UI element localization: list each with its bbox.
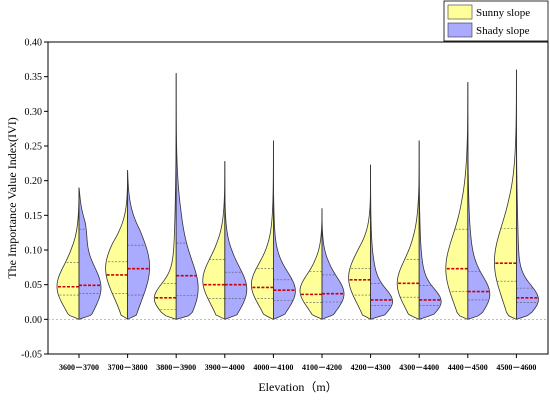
x-tick-label: 3900－4000 bbox=[205, 363, 245, 372]
violin-shady-4 bbox=[273, 140, 296, 320]
y-tick-label: 0.15 bbox=[25, 211, 43, 222]
violin-sunny-3 bbox=[202, 161, 226, 320]
violin-sunny-7 bbox=[396, 140, 420, 320]
legend-swatch-shady bbox=[447, 22, 473, 38]
violin-sunny-1 bbox=[105, 170, 128, 320]
violin-body bbox=[127, 170, 150, 320]
x-tick-label: 4200－4300 bbox=[351, 363, 391, 372]
y-axis: -0.05 0.00 0.05 0.10 0.15 0.20 0.25 0.30 0.35 0.4… bbox=[21, 38, 48, 361]
violin-body bbox=[321, 208, 345, 320]
y-tick-label: 0.10 bbox=[25, 246, 43, 257]
violin-sunny-2 bbox=[153, 73, 177, 320]
violin-body bbox=[273, 140, 296, 320]
violin-sunny-8 bbox=[445, 82, 469, 320]
violin-shady-2 bbox=[175, 73, 199, 320]
y-tick-label: 0.00 bbox=[25, 315, 43, 326]
x-tick-label: 4300－4400 bbox=[399, 363, 439, 372]
violin-body bbox=[153, 73, 177, 320]
violin-sunny-0 bbox=[56, 187, 80, 320]
legend-swatch-sunny bbox=[447, 4, 473, 20]
x-tick-label: 4000－4100 bbox=[253, 363, 293, 372]
violins bbox=[56, 69, 539, 320]
violin-shady-6 bbox=[370, 164, 394, 320]
violin-body bbox=[493, 69, 517, 320]
y-tick-label: 0.05 bbox=[25, 280, 43, 291]
x-axis-title: Elevation（m） bbox=[258, 380, 337, 394]
violin-body bbox=[56, 187, 80, 320]
violin-shady-8 bbox=[467, 82, 491, 320]
violin-shady-0 bbox=[78, 187, 102, 320]
legend-label-shady: Shady slope bbox=[476, 25, 530, 37]
violin-body bbox=[105, 170, 128, 320]
x-tick-label: 4400－4500 bbox=[448, 363, 488, 372]
x-axis: 3600－3700 3700－3800 3800－3900 3900－4000 4000… bbox=[59, 354, 536, 372]
violin-shady-3 bbox=[224, 161, 248, 320]
violin-sunny-9 bbox=[493, 69, 517, 320]
violin-body bbox=[467, 82, 491, 320]
y-tick-label: 0.40 bbox=[25, 38, 43, 49]
x-tick-label: 3700－3800 bbox=[108, 363, 148, 372]
legend-label-sunny: Sunny slope bbox=[476, 7, 530, 19]
violin-sunny-4 bbox=[250, 140, 274, 320]
y-tick-label: 0.25 bbox=[25, 142, 43, 153]
violin-body bbox=[445, 82, 469, 320]
violin-body bbox=[396, 140, 420, 320]
x-tick-label: 3600－3700 bbox=[59, 363, 99, 372]
violin-body bbox=[78, 187, 102, 320]
violin-body bbox=[202, 161, 226, 320]
violin-sunny-5 bbox=[299, 208, 323, 320]
violin-body bbox=[348, 164, 371, 320]
plot-frame bbox=[47, 41, 549, 355]
plot-area bbox=[47, 41, 549, 355]
violin-shady-9 bbox=[516, 69, 539, 320]
x-tick-label: 4500－4600 bbox=[496, 363, 536, 372]
violin-shady-1 bbox=[127, 170, 150, 320]
violin-shady-7 bbox=[418, 140, 442, 320]
violin-body bbox=[516, 69, 539, 320]
violin-body bbox=[370, 164, 394, 320]
y-tick-label: 0.30 bbox=[25, 107, 43, 118]
y-axis-title: The Importance Value Index(IVI) bbox=[5, 117, 19, 278]
violin-body bbox=[418, 140, 442, 320]
violin-body bbox=[250, 140, 274, 320]
y-tick-label: -0.05 bbox=[21, 350, 42, 361]
y-tick-label: 0.20 bbox=[25, 176, 43, 187]
x-tick-label: 4100－4200 bbox=[302, 363, 342, 372]
violin-sunny-6 bbox=[348, 164, 371, 320]
violin-body bbox=[224, 161, 248, 320]
x-tick-label: 3800－3900 bbox=[156, 363, 196, 372]
violin-body bbox=[175, 73, 199, 320]
violin-shady-5 bbox=[321, 208, 345, 320]
legend: Sunny slope Shady slope bbox=[443, 0, 549, 42]
y-tick-label: 0.35 bbox=[25, 72, 43, 83]
